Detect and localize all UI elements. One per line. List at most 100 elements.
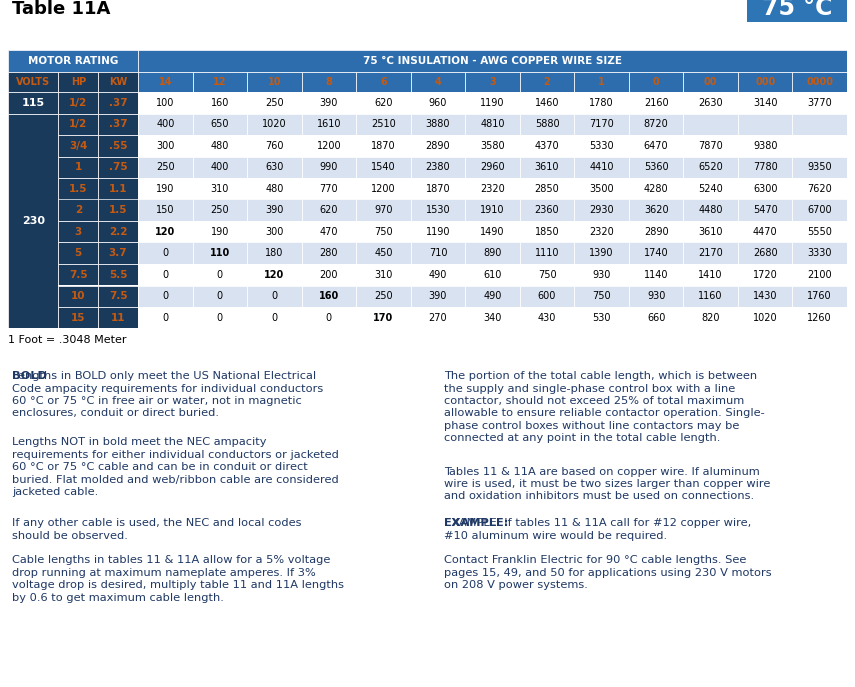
- Text: 480: 480: [210, 141, 229, 150]
- Text: 750: 750: [593, 291, 611, 302]
- Text: 2170: 2170: [699, 248, 723, 258]
- Text: 930: 930: [647, 291, 665, 302]
- Text: 120: 120: [264, 270, 285, 280]
- Text: 1540: 1540: [371, 162, 396, 172]
- Text: 2.2: 2.2: [109, 227, 127, 237]
- Text: 3770: 3770: [807, 98, 832, 108]
- Text: 2630: 2630: [699, 98, 723, 108]
- Text: 930: 930: [593, 270, 610, 280]
- Text: 7780: 7780: [752, 162, 777, 172]
- Text: 115: 115: [21, 98, 44, 108]
- Text: EXAMPLE: If tables 11 & 11A call for #12 copper wire,
#10 aluminum wire would be: EXAMPLE: If tables 11 & 11A call for #12…: [444, 518, 752, 541]
- Text: 5: 5: [74, 248, 82, 258]
- Text: 0: 0: [217, 313, 223, 323]
- Text: 1.5: 1.5: [69, 183, 87, 194]
- Text: 3: 3: [489, 77, 496, 87]
- Text: 190: 190: [210, 227, 229, 237]
- Text: 750: 750: [374, 227, 392, 237]
- Text: 3620: 3620: [644, 205, 669, 215]
- Text: 0: 0: [162, 270, 168, 280]
- Text: 75 °C: 75 °C: [762, 0, 832, 20]
- Text: 1610: 1610: [316, 120, 341, 129]
- Text: 6300: 6300: [753, 183, 777, 194]
- Text: 00: 00: [704, 77, 717, 87]
- Text: 250: 250: [156, 162, 174, 172]
- Text: 110: 110: [209, 248, 230, 258]
- Text: 2360: 2360: [534, 205, 559, 215]
- Text: 3140: 3140: [753, 98, 777, 108]
- Text: HP: HP: [71, 77, 86, 87]
- Text: Lengths NOT in bold meet the NEC ampacity
requirements for either individual con: Lengths NOT in bold meet the NEC ampacit…: [12, 438, 339, 497]
- Text: 1530: 1530: [426, 205, 451, 215]
- Text: 660: 660: [647, 313, 665, 323]
- Text: 2930: 2930: [589, 205, 614, 215]
- Text: 190: 190: [156, 183, 174, 194]
- Text: BOLD: BOLD: [12, 371, 47, 381]
- Text: Tables 11 & 11A are based on copper wire. If aluminum
wire is used, it must be t: Tables 11 & 11A are based on copper wire…: [444, 466, 770, 502]
- Text: 7.5: 7.5: [109, 291, 127, 302]
- Text: 4370: 4370: [534, 141, 559, 150]
- Text: 4280: 4280: [644, 183, 669, 194]
- Text: 2160: 2160: [644, 98, 669, 108]
- Text: 3580: 3580: [481, 141, 504, 150]
- Text: .37: .37: [109, 120, 127, 129]
- Text: 1430: 1430: [753, 291, 777, 302]
- Text: 4810: 4810: [481, 120, 504, 129]
- Text: 1760: 1760: [807, 291, 832, 302]
- Text: 4480: 4480: [699, 205, 723, 215]
- Text: Table 11A: Table 11A: [12, 1, 110, 19]
- Text: 1/2: 1/2: [69, 120, 87, 129]
- Text: 1410: 1410: [699, 270, 723, 280]
- Text: 1390: 1390: [589, 248, 614, 258]
- Text: 1: 1: [598, 77, 605, 87]
- Text: 1200: 1200: [316, 141, 341, 150]
- Text: 8: 8: [326, 77, 333, 87]
- Text: Cable lengths in tables 11 & 11A allow for a 5% voltage
drop running at maximum : Cable lengths in tables 11 & 11A allow f…: [12, 555, 344, 602]
- Text: 2380: 2380: [426, 162, 451, 172]
- Text: 15: 15: [71, 313, 86, 323]
- Text: 5330: 5330: [589, 141, 614, 150]
- Text: 470: 470: [320, 227, 339, 237]
- Text: .75: .75: [109, 162, 127, 172]
- Text: MOTOR RATING: MOTOR RATING: [28, 56, 118, 66]
- Text: 2890: 2890: [426, 141, 451, 150]
- Text: 310: 310: [374, 270, 392, 280]
- Text: 1.1: 1.1: [109, 183, 127, 194]
- Text: 1850: 1850: [534, 227, 559, 237]
- Text: 1910: 1910: [481, 205, 504, 215]
- Text: 960: 960: [429, 98, 447, 108]
- Text: 970: 970: [374, 205, 392, 215]
- Text: 400: 400: [156, 120, 174, 129]
- Text: .37: .37: [109, 98, 127, 108]
- Text: 11: 11: [111, 313, 126, 323]
- Text: 6: 6: [380, 77, 386, 87]
- Text: 3.7: 3.7: [109, 248, 127, 258]
- Text: 630: 630: [265, 162, 284, 172]
- Text: 200: 200: [320, 270, 339, 280]
- Text: VOLTS: VOLTS: [16, 77, 50, 87]
- Text: 5.5: 5.5: [109, 270, 127, 280]
- Text: 2890: 2890: [644, 227, 669, 237]
- Text: 0: 0: [271, 291, 277, 302]
- Text: EXAMPLE:: EXAMPLE:: [444, 518, 509, 528]
- Text: 1: 1: [74, 162, 82, 172]
- Text: 0: 0: [162, 291, 168, 302]
- Text: 620: 620: [374, 98, 392, 108]
- Text: 300: 300: [156, 141, 174, 150]
- Text: 620: 620: [320, 205, 339, 215]
- Text: 1/2: 1/2: [69, 98, 87, 108]
- Text: 1870: 1870: [371, 141, 396, 150]
- Text: 2960: 2960: [481, 162, 504, 172]
- Text: 530: 530: [593, 313, 610, 323]
- Text: KW: KW: [109, 77, 127, 87]
- Text: 2850: 2850: [534, 183, 559, 194]
- Text: 1740: 1740: [644, 248, 669, 258]
- Text: 7870: 7870: [699, 141, 723, 150]
- Text: 000: 000: [755, 77, 775, 87]
- Text: 1780: 1780: [589, 98, 614, 108]
- Text: Lengths in BOLD only meet the US National Electrical
Code ampacity requirements : Lengths in BOLD only meet the US Nationa…: [12, 371, 323, 418]
- Text: 6700: 6700: [807, 205, 832, 215]
- Text: 3/4: 3/4: [69, 141, 87, 150]
- Text: 2320: 2320: [589, 227, 614, 237]
- Text: 7.5: 7.5: [69, 270, 87, 280]
